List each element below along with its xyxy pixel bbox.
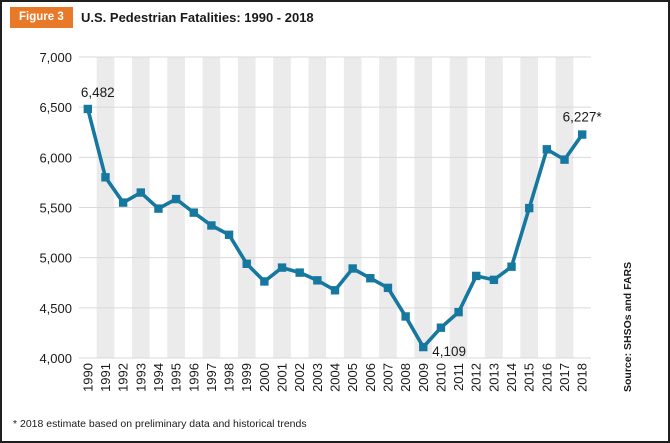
figure-title: U.S. Pedestrian Fatalities: 1990 - 2018 xyxy=(81,10,314,25)
data-point xyxy=(295,268,304,277)
data-point xyxy=(171,194,181,204)
data-point xyxy=(525,203,534,213)
x-axis-label: 2009 xyxy=(416,363,431,392)
x-axis-label: 2005 xyxy=(345,363,360,392)
data-point xyxy=(542,145,552,154)
x-axis-label: 2018 xyxy=(575,363,590,392)
x-axis-label: 1994 xyxy=(151,363,166,392)
y-axis-label: 4,500 xyxy=(39,301,72,316)
data-point xyxy=(366,274,375,283)
data-point xyxy=(277,263,287,272)
x-axis-label: 2015 xyxy=(522,363,537,392)
x-axis-label: 1995 xyxy=(169,363,184,392)
data-point xyxy=(136,188,145,197)
x-axis-label: 1998 xyxy=(222,363,237,392)
data-point xyxy=(489,275,499,285)
data-point xyxy=(348,264,357,273)
data-point xyxy=(260,277,269,286)
x-axis-label: 2001 xyxy=(275,363,290,392)
x-axis-label: 1996 xyxy=(186,363,201,392)
data-point xyxy=(101,173,110,182)
x-axis-label: 2016 xyxy=(539,363,554,392)
x-axis-label: 2008 xyxy=(398,363,413,392)
x-axis-label: 1999 xyxy=(239,363,254,392)
data-point xyxy=(118,198,128,207)
y-axis-label: 5,000 xyxy=(39,251,72,266)
y-axis-label: 6,500 xyxy=(39,100,72,115)
data-point xyxy=(401,312,410,321)
x-axis-label: 2004 xyxy=(328,363,343,392)
x-axis-label: 2011 xyxy=(451,363,466,391)
data-point xyxy=(224,230,234,239)
footnote: * 2018 estimate based on preliminary dat… xyxy=(13,418,307,430)
data-point xyxy=(560,155,569,164)
x-axis-label: 2003 xyxy=(310,363,325,392)
x-axis-label: 2002 xyxy=(292,363,307,392)
data-point xyxy=(577,130,587,139)
x-axis-label: 2007 xyxy=(380,363,395,392)
x-axis-label: 2000 xyxy=(257,363,272,392)
x-axis-label: 1990 xyxy=(80,363,95,392)
data-point xyxy=(383,283,393,293)
data-point xyxy=(242,259,251,268)
data-point xyxy=(419,342,428,352)
data-point xyxy=(189,208,198,217)
x-axis-label: 2014 xyxy=(504,363,519,392)
data-point xyxy=(330,286,340,295)
x-axis-label: 1997 xyxy=(204,363,219,392)
data-point xyxy=(472,271,481,281)
y-axis-label: 5,500 xyxy=(39,201,72,216)
source-label: Source: SHSOs and FARS xyxy=(622,262,634,392)
annotation-label: 6,227* xyxy=(563,110,603,125)
data-point xyxy=(207,221,216,230)
x-axis-label: 2012 xyxy=(469,363,484,392)
data-point xyxy=(83,104,93,114)
annotation-label: 4,109 xyxy=(432,344,466,359)
data-point xyxy=(454,307,463,317)
x-axis-label: 1991 xyxy=(98,363,113,392)
x-axis-label: 2010 xyxy=(433,363,448,392)
x-axis-label: 2017 xyxy=(557,363,572,392)
annotation-label: 6,482 xyxy=(81,85,115,100)
figure-badge: Figure 3 xyxy=(10,7,73,28)
data-point xyxy=(507,262,516,271)
y-axis-label: 6,000 xyxy=(39,150,72,165)
x-axis-label: 2013 xyxy=(486,363,501,392)
data-point xyxy=(313,276,322,285)
data-point xyxy=(436,323,446,332)
series-line xyxy=(86,108,584,351)
y-axis-label: 7,000 xyxy=(39,50,72,65)
x-axis-label: 1992 xyxy=(116,363,131,392)
y-axis-label: 4,000 xyxy=(39,351,72,366)
x-axis-label: 2006 xyxy=(363,363,378,392)
data-point xyxy=(154,204,163,213)
x-axis-label: 1993 xyxy=(133,363,148,392)
